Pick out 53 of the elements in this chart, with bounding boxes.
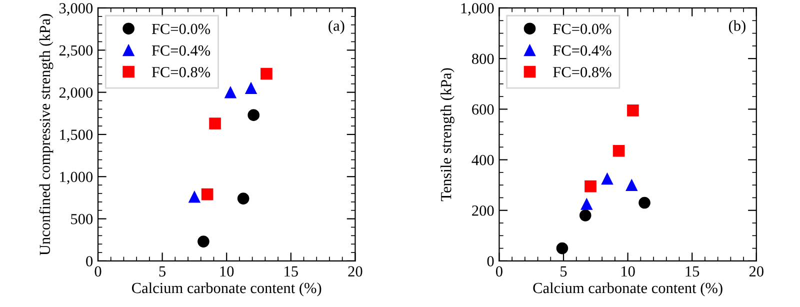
y-tick-label: 500 <box>71 214 93 224</box>
y-tick-label: 200 <box>472 205 494 216</box>
x-tick-label: 15 <box>686 266 700 277</box>
point <box>626 179 638 191</box>
legend-label: FC=0.4% <box>553 45 612 56</box>
x-tick-label: 0 <box>94 266 102 277</box>
point <box>237 192 250 204</box>
x-tick-label: 10 <box>622 266 635 277</box>
point <box>584 180 596 192</box>
point <box>224 86 236 98</box>
point <box>601 172 614 185</box>
x-axis-title: Calcium carbonate content (%) <box>533 282 722 296</box>
y-tick-label: 2,000 <box>59 87 93 100</box>
x-tick-label: 15 <box>284 266 298 277</box>
point <box>248 109 260 121</box>
point <box>245 82 257 94</box>
y-tick-label: 1,000 <box>60 172 93 184</box>
annotation: (b) <box>728 20 746 34</box>
x-tick-label: 20 <box>749 266 764 277</box>
x-axis-title: Calcium carbonate content (%) <box>132 282 322 296</box>
point <box>198 236 210 248</box>
point <box>579 210 592 222</box>
y-axis-title: Tensile strength (kPa) <box>440 68 454 202</box>
point <box>612 145 625 157</box>
point <box>638 196 650 209</box>
legend-label: FC=0.0% <box>152 24 210 34</box>
legend-label: FC=0.8% <box>553 66 612 78</box>
y-tick-label: 3,000 <box>59 3 93 16</box>
point <box>209 118 221 130</box>
x-tick-label: 10 <box>220 266 234 277</box>
y-tick-label: 1,000 <box>461 3 494 16</box>
y-tick-label: 0 <box>487 256 494 266</box>
y-tick-label: 600 <box>472 104 494 115</box>
y-tick-label: 400 <box>472 154 494 166</box>
y-tick-label: 2,500 <box>59 45 93 58</box>
point <box>201 188 214 200</box>
y-tick-label: 0 <box>86 256 93 266</box>
x-tick-label: 5 <box>560 266 567 277</box>
x-tick-label: 20 <box>348 266 362 277</box>
legend-label: FC=0.4% <box>152 45 210 56</box>
y-tick-label: 1,500 <box>60 130 93 142</box>
y-axis-title: Unconfined compressive strength (kPa) <box>39 14 54 256</box>
x-tick-label: 0 <box>496 266 502 277</box>
legend-label: FC=0.8% <box>152 66 210 78</box>
x-tick-label: 5 <box>159 266 166 277</box>
point <box>260 68 272 80</box>
point <box>627 104 639 116</box>
y-tick-label: 800 <box>472 54 494 64</box>
annotation: (a) <box>328 20 344 34</box>
point <box>580 198 593 210</box>
legend-label: FC=0.0% <box>553 24 612 34</box>
point <box>556 242 568 254</box>
point <box>188 190 200 203</box>
